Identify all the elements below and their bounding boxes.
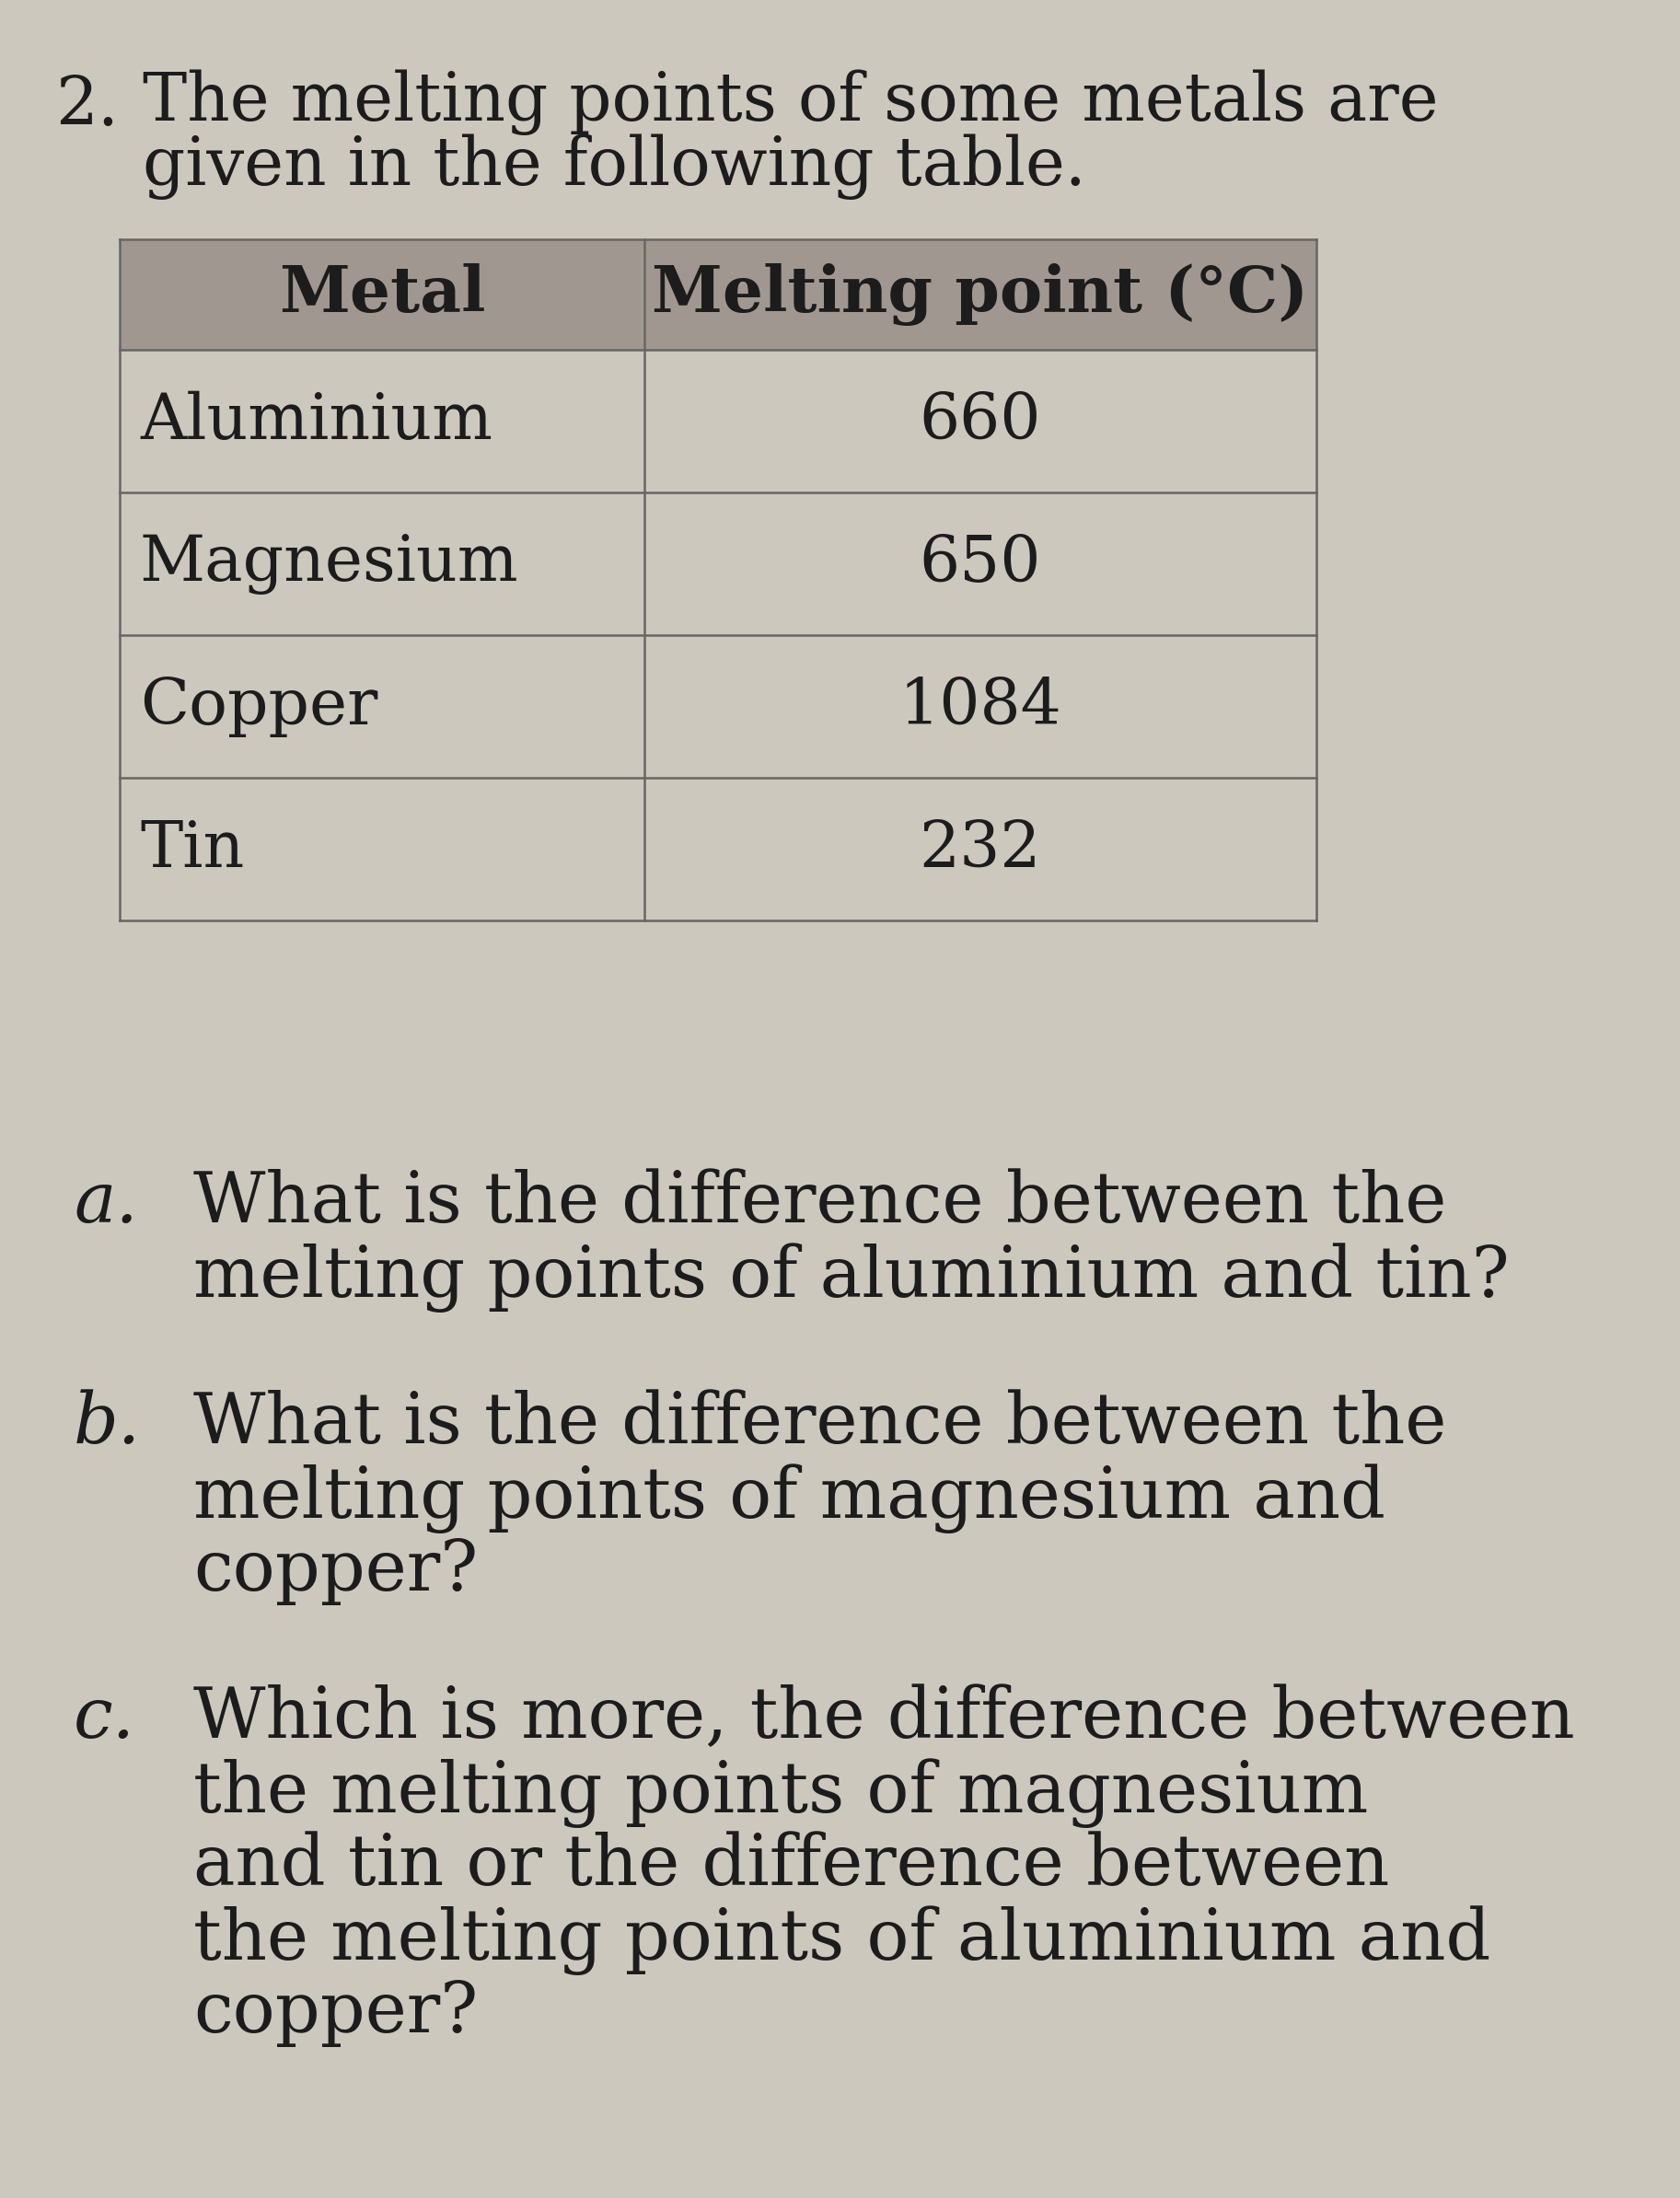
Text: Aluminium: Aluminium — [139, 391, 492, 451]
Text: 232: 232 — [919, 818, 1042, 879]
Text: Tin: Tin — [139, 818, 244, 879]
Text: and tin or the difference between: and tin or the difference between — [193, 1831, 1389, 1899]
Text: What is the difference between the: What is the difference between the — [193, 1169, 1446, 1237]
Text: 660: 660 — [919, 391, 1042, 451]
Bar — [119, 240, 1317, 349]
Text: Copper: Copper — [139, 677, 378, 736]
Bar — [119, 635, 1317, 778]
Text: the melting points of aluminium and: the melting points of aluminium and — [193, 1906, 1490, 1976]
Text: Which is more, the difference between: Which is more, the difference between — [193, 1684, 1574, 1752]
Text: b.: b. — [74, 1389, 141, 1457]
Text: What is the difference between the: What is the difference between the — [193, 1389, 1446, 1457]
Text: c.: c. — [74, 1684, 136, 1752]
Bar — [119, 492, 1317, 635]
Text: melting points of magnesium and: melting points of magnesium and — [193, 1464, 1386, 1534]
Text: copper?: copper? — [193, 1978, 479, 2046]
Text: melting points of aluminium and tin?: melting points of aluminium and tin? — [193, 1242, 1509, 1312]
Bar — [119, 778, 1317, 921]
Text: The melting points of some metals are: The melting points of some metals are — [143, 68, 1438, 134]
Text: the melting points of magnesium: the melting points of magnesium — [193, 1758, 1368, 1829]
Text: given in the following table.: given in the following table. — [143, 134, 1085, 200]
Text: Melting point (°C): Melting point (°C) — [652, 264, 1309, 325]
Text: copper?: copper? — [193, 1536, 479, 1605]
Text: 1084: 1084 — [899, 677, 1062, 736]
Bar — [119, 349, 1317, 492]
Text: a.: a. — [74, 1169, 138, 1237]
Text: Metal: Metal — [279, 264, 486, 325]
Text: Magnesium: Magnesium — [139, 534, 519, 593]
Text: 2.: 2. — [55, 75, 119, 138]
Text: 650: 650 — [919, 534, 1042, 593]
